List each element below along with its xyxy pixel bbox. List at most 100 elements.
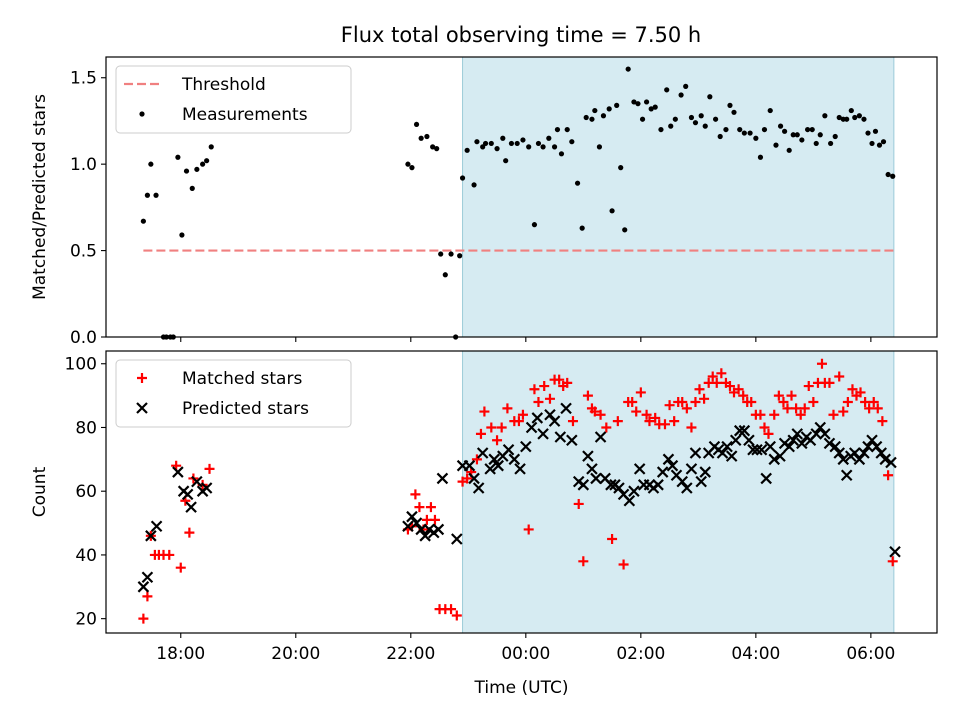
measurement-point: [836, 114, 842, 121]
predicted-point: [725, 450, 738, 462]
matched-point: [618, 559, 629, 570]
legend-measurement-swatch: [139, 111, 145, 117]
predicted-point: [783, 440, 795, 453]
measurement-point: [668, 123, 674, 129]
measurement-point: [688, 114, 695, 121]
matched-point: [573, 498, 584, 509]
matched-point: [410, 489, 421, 500]
y-tick-label: 60: [75, 482, 97, 502]
measurement-point: [424, 133, 430, 140]
predicted-point: [889, 545, 901, 558]
legend: Threshold Measurements: [115, 65, 352, 134]
measurement-point: [140, 218, 146, 224]
measurement-point: [618, 165, 624, 171]
matched-point: [523, 524, 534, 535]
measurement-point: [514, 140, 520, 147]
predicted-point: [885, 456, 897, 469]
measurement-point: [731, 109, 737, 115]
y-tick-label: 80: [75, 418, 97, 438]
measurement-point: [753, 135, 759, 141]
predicted-point: [833, 447, 846, 459]
predicted-point: [544, 408, 556, 421]
measurement-point: [153, 192, 159, 198]
measurement-point: [208, 144, 214, 150]
predicted-point: [594, 431, 607, 443]
predicted-point: [525, 421, 538, 434]
matched-point: [138, 613, 149, 624]
measurement-point: [554, 126, 561, 133]
measurement-point: [869, 140, 875, 147]
matched-point: [446, 604, 457, 615]
matched-point: [451, 610, 462, 621]
predicted-point: [875, 447, 887, 459]
measurement-point: [844, 116, 850, 122]
measurement-point: [790, 132, 796, 138]
predicted-point: [848, 447, 861, 459]
legend-box: [115, 359, 352, 428]
predicted-point: [633, 463, 646, 475]
measurement-point: [639, 116, 646, 122]
predicted-point: [837, 453, 850, 466]
matched-point: [502, 403, 513, 414]
measurement-point: [418, 135, 424, 141]
x-tick-label: 22:00: [386, 644, 435, 664]
x-tick-label: 00:00: [501, 644, 550, 664]
matched-point: [578, 556, 589, 567]
measurement-point: [442, 272, 448, 278]
predicted-point: [410, 517, 423, 529]
matched-point: [842, 396, 853, 407]
predicted-point: [760, 472, 772, 485]
predicted-point: [685, 463, 698, 475]
predicted-point: [662, 453, 675, 466]
measurement-point: [658, 126, 664, 133]
measurement-point: [625, 66, 631, 72]
measurement-point: [474, 139, 480, 145]
measurement-point: [600, 113, 607, 119]
predicted-point: [200, 482, 213, 494]
predicted-point: [402, 520, 414, 533]
predicted-point: [432, 523, 445, 536]
predicted-point: [823, 437, 836, 450]
measurement-point: [652, 104, 658, 110]
predicted-point: [476, 447, 489, 459]
measurement-point: [148, 161, 154, 167]
measurement-point: [757, 154, 764, 160]
predicted-point: [502, 444, 515, 456]
matched-point: [855, 387, 866, 398]
measurement-point: [488, 140, 494, 147]
matched-point: [562, 377, 573, 388]
predicted-point: [537, 428, 549, 440]
measurement-point: [579, 225, 585, 231]
measurement-point: [574, 180, 581, 186]
measurement-point: [782, 128, 788, 134]
matched-point: [738, 390, 749, 401]
matched-point: [872, 403, 883, 414]
matched-point: [828, 409, 839, 420]
predicted-point: [181, 488, 194, 501]
matched-point: [733, 384, 744, 395]
measurement-point: [459, 175, 466, 181]
measurement-point: [482, 140, 489, 147]
measurement-point: [794, 132, 800, 138]
matched-point: [786, 390, 797, 401]
predicted-point: [554, 431, 567, 443]
measurement-point: [737, 126, 743, 133]
y-tick-label: 0.5: [70, 242, 97, 262]
predicted-point: [548, 415, 561, 427]
predicted-point: [840, 469, 853, 482]
predicted-point: [699, 466, 712, 478]
matched-point: [635, 387, 646, 398]
measurement-point: [546, 135, 552, 141]
measurement-point: [698, 113, 704, 119]
predicted-point: [531, 412, 544, 424]
predicted-point: [623, 494, 636, 507]
measurement-point: [786, 147, 792, 153]
measurement-point: [520, 137, 526, 143]
matched-point: [860, 396, 871, 407]
predicted-point: [819, 428, 831, 440]
predicted-point: [582, 450, 594, 462]
measurement-point: [508, 140, 515, 147]
matched-point: [164, 549, 175, 560]
matched-point: [492, 435, 503, 446]
